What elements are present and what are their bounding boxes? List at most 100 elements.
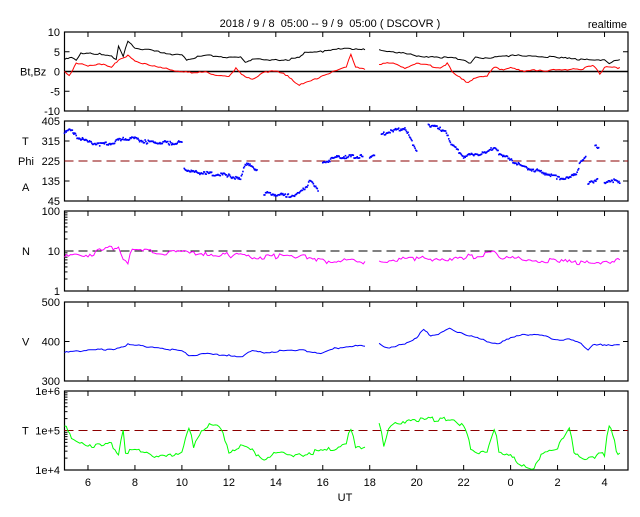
data-point-phi (439, 126, 441, 129)
data-point-phi (549, 175, 552, 178)
data-point-phi (508, 157, 510, 160)
y-tick-label: 5 (54, 47, 60, 59)
data-point-phi (564, 178, 567, 180)
data-point-phi (452, 144, 455, 147)
data-point-phi (302, 187, 305, 190)
x-axis-label: UT (338, 492, 353, 504)
data-point-phi (123, 138, 126, 141)
data-point-phi (530, 170, 533, 172)
data-point-phi (88, 140, 91, 142)
data-point-phi (158, 142, 160, 145)
data-point-phi (164, 140, 167, 142)
data-point-phi (491, 148, 494, 151)
data-point-phi (103, 143, 106, 145)
data-point-phi (86, 139, 88, 142)
y-tick-label: 10 (48, 27, 60, 39)
series-line-bt (64, 40, 366, 63)
data-point-phi (606, 181, 609, 183)
data-point-phi (293, 195, 296, 198)
data-point-phi (404, 127, 406, 129)
data-point-phi (195, 169, 197, 172)
data-point-phi (526, 167, 528, 169)
data-point-phi (269, 191, 272, 194)
data-point-phi (75, 134, 78, 137)
data-point-phi (575, 173, 578, 176)
data-point-phi (355, 156, 358, 159)
x-tick-label: 16 (317, 477, 329, 489)
data-point-phi (317, 190, 319, 192)
series-line-bt (378, 49, 620, 65)
data-point-phi (539, 170, 542, 173)
panel-density: 100 10 1 N (22, 206, 629, 298)
data-point-phi (445, 132, 448, 134)
data-point-phi (228, 174, 231, 176)
data-point-phi (582, 159, 585, 161)
data-point-phi (594, 144, 596, 147)
data-point-phi (410, 138, 413, 141)
data-point-phi (311, 181, 314, 184)
data-point-phi (543, 172, 546, 175)
data-point-phi (517, 161, 520, 164)
data-point-phi (221, 173, 224, 176)
data-point-phi (307, 181, 310, 183)
data-point-phi (373, 154, 376, 157)
data-point-phi (412, 144, 415, 147)
data-point-phi (368, 157, 371, 159)
data-point-phi (253, 167, 255, 170)
x-tick-label: 12 (223, 477, 235, 489)
data-point-phi (510, 158, 513, 160)
x-tick-label: 22 (458, 477, 470, 489)
data-point-phi (594, 179, 596, 182)
data-point-phi (408, 134, 410, 136)
x-tick-label: 18 (364, 477, 376, 489)
data-point-phi (447, 134, 449, 137)
data-point-phi (137, 137, 139, 140)
data-point-phi (254, 168, 257, 171)
data-point-phi (232, 176, 235, 179)
data-point-phi (102, 142, 105, 144)
data-point-phi (382, 132, 384, 135)
data-point-phi (240, 174, 243, 177)
data-point-phi (228, 173, 230, 175)
data-point-phi (487, 150, 490, 152)
data-point-phi (312, 182, 315, 185)
x-tick-label: 6 (85, 477, 91, 489)
y-tick-label: 100 (42, 206, 60, 218)
data-point-phi (81, 136, 84, 139)
x-tick-label: 14 (270, 477, 282, 489)
data-point-phi (392, 130, 395, 133)
data-point-phi (618, 180, 620, 183)
data-point-phi (284, 193, 287, 195)
y-tick-label: 400 (42, 337, 60, 349)
y-tick-label: 10 (48, 246, 60, 258)
data-point-phi (578, 162, 581, 165)
data-point-phi (225, 174, 228, 176)
data-point-phi (152, 140, 154, 143)
x-tick-label: 20 (411, 477, 423, 489)
x-tick-label: 0 (508, 477, 514, 489)
data-point-phi (124, 138, 127, 140)
data-point-phi (169, 140, 171, 143)
data-point-phi (128, 138, 131, 141)
data-point-phi (612, 181, 615, 184)
series-line-v (64, 343, 366, 358)
panel-label: T (22, 426, 29, 438)
data-point-phi (278, 194, 281, 196)
data-point-phi (236, 176, 239, 179)
data-point-phi (360, 153, 362, 156)
data-point-phi (588, 182, 590, 185)
data-point-phi (457, 148, 459, 151)
data-point-phi (577, 169, 579, 171)
data-point-phi (400, 128, 402, 131)
data-point-phi (208, 172, 211, 174)
data-point-phi (534, 170, 537, 172)
data-point-phi (79, 138, 81, 140)
data-point-phi (579, 161, 582, 164)
data-point-phi (616, 180, 619, 182)
data-point-phi (448, 140, 451, 142)
data-point-phi (530, 168, 532, 171)
panel-label: N (22, 246, 30, 258)
data-point-phi (205, 173, 207, 175)
data-point-phi (389, 131, 391, 134)
data-point-phi (135, 137, 138, 139)
